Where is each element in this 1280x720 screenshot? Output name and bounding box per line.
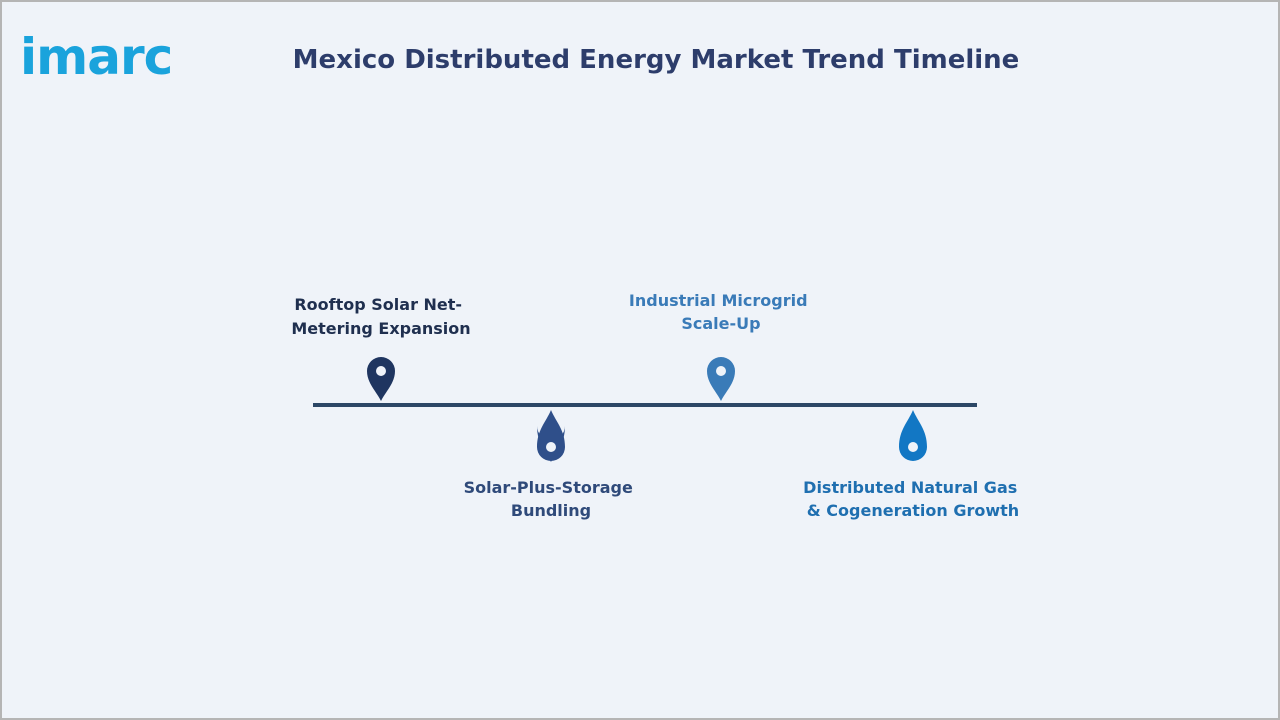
item-label: Solar-Plus-Storage Bundling — [464, 478, 639, 520]
label-line: Scale-Up — [681, 314, 760, 333]
item-label: Distributed Natural Gas & Cogeneration G… — [803, 478, 1023, 520]
label-line: Rooftop Solar Net- — [294, 295, 462, 314]
item-label: Rooftop Solar Net- Metering Expansion — [291, 295, 470, 338]
title: Mexico Distributed Energy Market Trend T… — [293, 45, 1020, 75]
label-line: & Cogeneration Growth — [807, 501, 1019, 520]
label-line: Distributed Natural Gas — [803, 478, 1017, 497]
label-line: Bundling — [511, 501, 591, 520]
pin — [707, 357, 735, 401]
drops — [537, 410, 927, 461]
label-line: Industrial Microgrid — [629, 291, 808, 310]
label-line: Solar-Plus-Storage — [464, 478, 633, 497]
label-line: Metering Expansion — [291, 319, 470, 338]
pin — [367, 357, 395, 401]
item-label: Industrial Microgrid Scale-Up — [629, 291, 813, 333]
logo: imarc — [20, 28, 172, 86]
